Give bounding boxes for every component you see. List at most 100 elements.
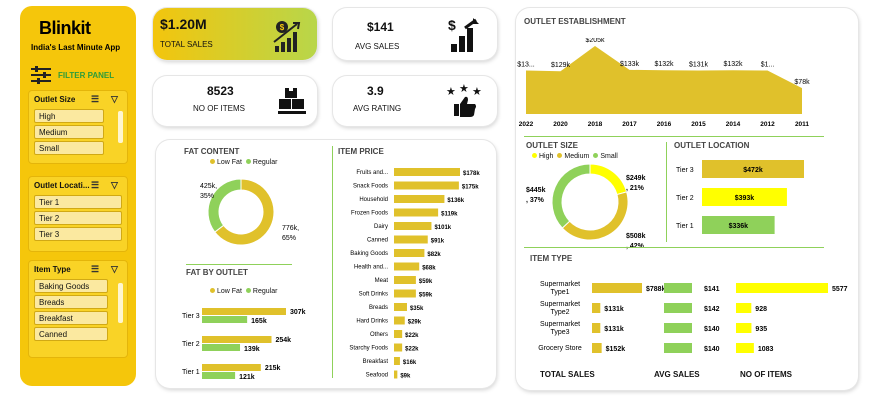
- data-label: $119k: [441, 212, 458, 218]
- items-bar: [736, 283, 828, 293]
- svg-text:★: ★: [472, 86, 482, 98]
- legend-item: Low Fat: [210, 159, 242, 166]
- slicer-item-medium[interactable]: Medium: [34, 125, 104, 139]
- slicer-item-tier-2[interactable]: Tier 2: [34, 211, 122, 225]
- data-label: $140: [704, 346, 720, 353]
- boxes-icon: [278, 88, 306, 114]
- sidebar: Blinkit India's Last Minute App FILTER P…: [20, 6, 136, 386]
- avg-sales-bar: [664, 343, 692, 353]
- donut-slice: [551, 163, 591, 229]
- kpi-value: 8523: [207, 84, 234, 98]
- data-label: 5577: [832, 286, 848, 293]
- kpi-total-sales: $1.20M TOTAL SALES $: [153, 8, 317, 60]
- filter-icon[interactable]: ▽: [111, 179, 118, 190]
- data-label: $22k: [405, 347, 419, 353]
- slicer-item-high[interactable]: High: [34, 109, 104, 123]
- multi-select-icon[interactable]: ☰: [91, 179, 100, 190]
- price-bar: [394, 289, 416, 298]
- data-label: $1...: [761, 62, 775, 69]
- bar-low-fat: [202, 364, 261, 371]
- item-price-title: ITEM PRICE: [338, 147, 384, 156]
- location-bar: [702, 188, 787, 206]
- slicer-item-tier-1[interactable]: Tier 1: [34, 195, 122, 209]
- kpi-value: $1.20M: [160, 16, 207, 32]
- row-label: Grocery Store: [538, 345, 582, 352]
- filter-panel-label: FILTER PANEL: [58, 70, 115, 80]
- x-tick-label: 2018: [588, 121, 603, 128]
- x-tick-label: 2020: [553, 121, 568, 128]
- slicer-scrollbar[interactable]: [118, 111, 123, 143]
- data-label: $393k: [735, 195, 755, 202]
- category-label: Tier 2: [182, 341, 200, 348]
- slicer-item-baking-goods[interactable]: Baking Goods: [34, 279, 108, 293]
- slicer-item-breads[interactable]: Breads: [34, 295, 108, 309]
- outlet-establishment-chart: $13... 2022 $129k 2020 $205k 2018 $133k 2017 $13…: [517, 38, 810, 128]
- multi-select-icon[interactable]: ☰: [91, 93, 100, 104]
- kpi-no-of-items: 8523 NO OF ITEMS: [153, 76, 317, 126]
- column-no-of-items: NO OF ITEMS: [740, 370, 792, 379]
- avg-sales-bar: [664, 303, 692, 313]
- data-label: $136k: [447, 198, 464, 204]
- svg-text:★: ★: [446, 86, 456, 98]
- thumbs-up-stars-icon: ★ ★ ★: [446, 83, 482, 117]
- legend-item: Regular: [245, 159, 277, 166]
- data-label: $178k: [463, 171, 480, 177]
- data-label: 165k: [251, 318, 267, 325]
- location-bar: [702, 216, 775, 234]
- data-label: $140: [704, 326, 720, 333]
- kpi-label: AVG SALES: [355, 42, 400, 51]
- fat-by-outlet-chart: Tier 3 307k 165k Tier 2 254k 139k Tier 1 215k 12…: [182, 308, 306, 381]
- filter-icon[interactable]: ▽: [111, 263, 118, 274]
- svg-text:★: ★: [459, 83, 469, 95]
- slicer-item-tier-3[interactable]: Tier 3: [34, 227, 122, 241]
- total-sales-bar: [592, 303, 601, 313]
- price-bar: [394, 276, 416, 284]
- middle-panel: FAT CONTENT Low Fat Regular 776k, 65% 425k…: [156, 140, 496, 388]
- avg-sales-bar: [664, 323, 692, 333]
- donut-slice: [589, 163, 628, 196]
- x-tick-label: 2016: [657, 121, 672, 128]
- data-label: 425k,: [200, 183, 217, 190]
- data-label: $133k: [620, 61, 640, 68]
- data-label: $336k: [729, 223, 749, 230]
- slicer-item-small[interactable]: Small: [34, 141, 104, 155]
- fat-content-title: FAT CONTENT: [184, 147, 240, 156]
- slicer-item-canned[interactable]: Canned: [34, 327, 108, 341]
- divider: [332, 146, 333, 378]
- slicer-title: Item Type: [34, 264, 71, 274]
- sliders-icon: [31, 66, 51, 84]
- data-label: $131k: [689, 62, 709, 69]
- data-label: $78k: [794, 79, 810, 86]
- data-label: 928: [755, 306, 767, 313]
- svg-text:$: $: [448, 17, 456, 33]
- donut-slice: [561, 191, 629, 241]
- bar-low-fat: [202, 308, 286, 315]
- kpi-label: AVG RATING: [353, 104, 402, 113]
- category-label: Tier 1: [182, 369, 200, 376]
- slicer-scrollbar[interactable]: [118, 283, 123, 323]
- filter-icon[interactable]: ▽: [111, 93, 118, 104]
- kpi-value: $141: [367, 20, 394, 34]
- kpi-value: 3.9: [367, 84, 384, 98]
- data-label: $59k: [419, 279, 433, 285]
- slicer-item-breakfast[interactable]: Breakfast: [34, 311, 108, 325]
- slicer-outlet-location: Outlet Locati... ☰ ▽ Tier 1 Tier 2 Tier …: [28, 176, 128, 252]
- data-label: $59k: [419, 293, 433, 299]
- data-label: $788k: [646, 286, 666, 293]
- data-label: , 42%: [626, 243, 645, 250]
- data-label: $101k: [434, 225, 451, 231]
- right-panel: OUTLET ESTABLISHMENT $13... 2022 $129k 2020…: [516, 8, 858, 390]
- category-label: Dairy: [374, 224, 388, 230]
- x-tick-label: 2012: [760, 121, 775, 128]
- multi-select-icon[interactable]: ☰: [91, 263, 100, 274]
- total-sales-bar: [592, 323, 601, 333]
- price-bar: [394, 195, 445, 203]
- price-bar: [394, 222, 432, 230]
- x-tick-label: 2022: [519, 121, 534, 128]
- data-label: $82k: [427, 252, 441, 258]
- avg-sales-bar: [664, 283, 692, 293]
- price-bar: [394, 181, 459, 190]
- price-bar: [394, 249, 425, 257]
- dollar-chart-icon: $: [448, 17, 479, 52]
- location-bar: [702, 160, 804, 178]
